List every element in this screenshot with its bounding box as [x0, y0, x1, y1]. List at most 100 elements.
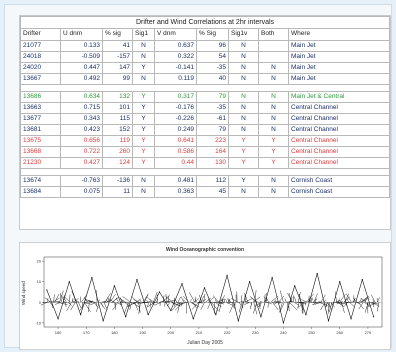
table-row: 24018 -0.509 -157 N 0.322 54 N Main Jet	[20, 51, 390, 63]
x-tick-label: 220	[224, 330, 231, 335]
wind-stick	[347, 298, 349, 303]
wind-stick	[122, 296, 131, 303]
wind-stick	[109, 293, 116, 303]
wind-stick	[170, 302, 181, 307]
table-cell: 99	[102, 73, 133, 85]
wind-stick	[112, 302, 118, 311]
table-cell: 24020	[20, 62, 61, 74]
wind-stick	[338, 298, 340, 303]
wind-stick	[203, 293, 206, 303]
wind-stick	[294, 296, 297, 303]
wind-stick	[108, 298, 114, 303]
wind-stick	[227, 302, 234, 304]
wind-stick	[288, 302, 290, 312]
wind-stick	[218, 302, 226, 305]
table-cell: 147	[102, 62, 133, 74]
table-cell: N	[132, 175, 155, 187]
x-tick-label: 210	[196, 330, 203, 335]
table-cell: 0.363	[154, 186, 197, 198]
table-cell: N	[258, 175, 289, 187]
wind-stick	[213, 295, 219, 303]
wind-stick	[372, 299, 375, 303]
wind-stick	[155, 302, 162, 305]
wind-stick	[313, 293, 318, 303]
table-cell: Central Channel	[288, 102, 390, 114]
wind-point	[316, 272, 318, 275]
table-cell: 0.119	[154, 73, 197, 85]
wind-stick	[192, 302, 197, 309]
wind-stick	[279, 290, 284, 303]
wind-stick	[55, 300, 59, 303]
wind-stick	[215, 299, 217, 303]
wind-stick	[343, 302, 351, 304]
table-cell: Y	[258, 157, 289, 169]
wind-stick	[336, 302, 343, 305]
table-row: 13684 0.075 11 N 0.363 45 N N Cornish Coast	[20, 186, 390, 198]
table-row: 21077 0.133 41 N 0.637 96 N Main Jet	[20, 40, 390, 52]
wind-stick	[208, 298, 210, 303]
table-cell: 132	[102, 91, 133, 103]
table-cell: Y	[228, 175, 259, 187]
table-cell: 13675	[20, 135, 61, 147]
table-cell: -0.509	[60, 51, 103, 63]
table-cell: Main Jet	[288, 73, 390, 85]
table-cell: Y	[132, 124, 155, 136]
table-cell: N	[258, 91, 289, 103]
wind-stick	[181, 296, 185, 303]
wind-stick	[353, 295, 355, 303]
wind-stick	[238, 302, 243, 313]
wind-stick	[362, 297, 367, 303]
wind-stick	[278, 302, 282, 304]
wind-stick	[53, 294, 55, 303]
wind-stick	[133, 299, 140, 303]
wind-stick	[84, 302, 91, 312]
wind-stick	[160, 301, 170, 303]
table-cell: Y	[258, 146, 289, 158]
table-cell: 0.637	[154, 40, 197, 52]
column-header: U dnm	[60, 28, 103, 41]
table-cell: 115	[102, 113, 133, 125]
table-cell: Y	[132, 157, 155, 169]
table-cell: 21230	[20, 157, 61, 169]
wind-stick	[86, 300, 94, 303]
wind-point	[305, 314, 307, 316]
table-cell: Y	[132, 113, 155, 125]
table-cell: 24018	[20, 51, 61, 63]
column-header: V dnm	[154, 28, 197, 41]
wind-stick	[287, 292, 293, 303]
table-cell: Y	[132, 146, 155, 158]
table-cell: Y	[132, 102, 155, 114]
wind-stick	[171, 302, 180, 311]
wind-stick	[54, 294, 60, 303]
wind-stick	[267, 302, 272, 305]
table-row: 13677 0.343 115 Y -0.226 -61 N N Central Channel	[20, 113, 390, 125]
wind-stick	[167, 295, 169, 303]
x-axis-label: Julian Day 2005	[187, 340, 223, 346]
wind-stick	[138, 302, 141, 314]
table-cell: 13663	[20, 102, 61, 114]
column-header: Sig1v	[228, 28, 259, 41]
wind-stick	[304, 302, 306, 306]
wind-stick	[56, 300, 61, 303]
table-cell: 79	[196, 124, 229, 136]
wind-stick	[305, 293, 315, 303]
table-cell: 0.423	[60, 124, 103, 136]
wind-stick	[173, 297, 178, 303]
wind-stick	[88, 300, 96, 303]
wind-stick	[178, 302, 185, 306]
table-cell: 0.44	[154, 157, 197, 169]
wind-stick	[129, 302, 132, 310]
wind-stick	[126, 302, 137, 307]
wind-stick	[225, 299, 228, 303]
wind-stick	[183, 299, 186, 303]
table-cell	[258, 51, 289, 63]
wind-point	[327, 320, 330, 322]
wind-stick	[273, 302, 278, 305]
table-cell: Y	[132, 62, 155, 74]
x-tick-label: 180	[111, 330, 118, 335]
wind-stick	[314, 299, 317, 303]
table-cell: 0.722	[60, 146, 103, 158]
wind-stick	[90, 302, 95, 305]
table-cell: 0.343	[60, 113, 103, 125]
table-cell: N	[132, 51, 155, 63]
